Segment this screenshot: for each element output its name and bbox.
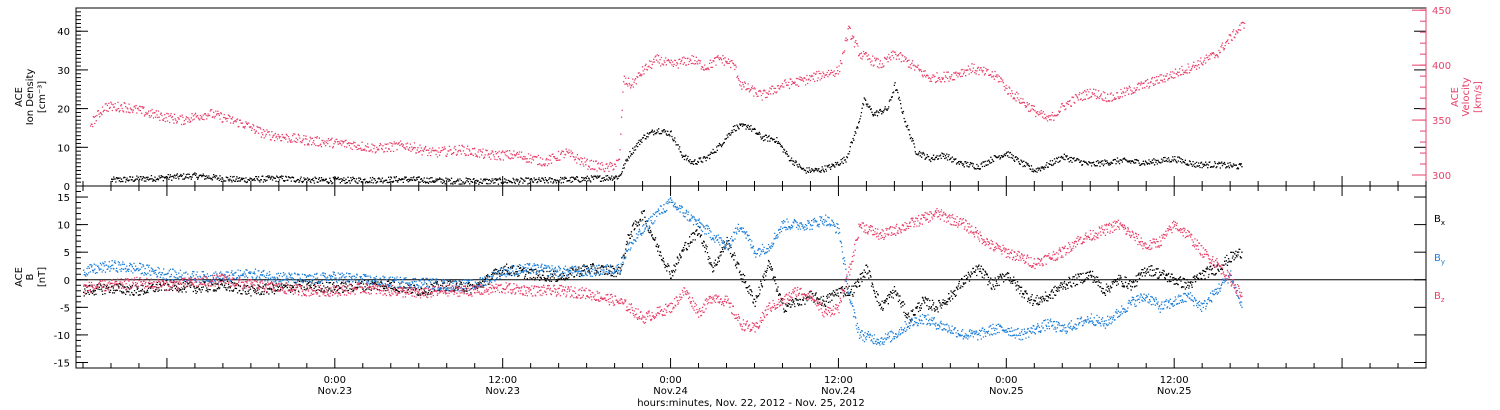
top-left-axis-tick-label: 0 [64,182,70,193]
bottom-panel-data [83,197,1243,346]
top-right-axis-tick-label: 350 [1432,116,1451,127]
top-right-axis-tick-label: 300 [1432,171,1451,182]
top-right-axis-label-line1: ACE [1450,87,1461,107]
top-left-axis-label-line1: ACE [14,87,25,107]
bottom-left-axis-label-line3: [nT] [37,267,48,287]
x-tick-time: 12:00 [824,375,853,386]
top-panel-density-velocity: 0 10 20 30 40 300 350 400 450 ACE Ion Density [… [14,6,1484,193]
bottom-panel-frame [75,185,1427,369]
bz-series [83,208,1243,333]
bottom-left-axis-label-line1: ACE [14,267,25,287]
bottom-left-axis-tick-label: 15 [57,193,70,204]
top-left-axis-tick-label: 40 [57,27,70,38]
x-tick-time: 0:00 [324,375,346,386]
x-axis-label: hours:minutes, Nov. 22, 2012 - Nov. 25, … [637,398,865,409]
legend: Bx By Bz [1434,214,1445,304]
top-right-axis: 300 350 400 450 [1412,6,1451,187]
legend-by-subscript: y [1441,258,1445,266]
velocity-series [90,21,1246,173]
top-panel-frame [75,7,1427,187]
x-tick-day: Nov.24 [821,386,856,397]
top-left-axis-label-line3: [cm⁻³] [37,81,48,113]
by-series [83,197,1243,346]
x-tick-time: 12:00 [1160,375,1189,386]
legend-bz-subscript: z [1441,296,1445,304]
top-left-axis-tick-label: 20 [57,105,70,116]
bottom-left-axis-label-line2: B [25,273,36,280]
x-tick-time: 0:00 [995,375,1017,386]
legend-bz: Bz [1434,291,1445,304]
top-right-axis-tick-label: 400 [1432,61,1451,72]
legend-bx-name: B [1434,214,1441,225]
legend-by-name: B [1434,253,1441,264]
legend-by: By [1434,253,1445,266]
legend-bx: Bx [1434,214,1445,227]
bottom-left-axis-tick-label: 0 [64,276,70,287]
top-left-axis-label-line2: Ion Density [25,69,36,126]
bottom-left-axis-tick-label: 10 [57,221,70,232]
top-left-axis: 0 10 20 30 40 [57,7,1426,193]
top-left-axis-tick-label: 10 [57,143,70,154]
x-axis: 0:00Nov.2312:00Nov.230:00Nov.2412:00Nov.… [82,176,1427,397]
x-tick-day: Nov.25 [989,386,1024,397]
top-left-axis-tick-label: 30 [57,66,70,77]
bottom-left-axis-tick-label: -15 [54,358,70,369]
bx-series [83,210,1243,324]
legend-bz-name: B [1434,291,1441,302]
legend-bx-subscript: x [1441,219,1445,227]
x-tick-day: Nov.25 [1157,386,1192,397]
top-right-axis-label-line3: [km/s] [1473,81,1484,113]
top-right-axis-label-line2: Velocity [1461,77,1472,116]
x-tick-day: Nov.23 [485,386,520,397]
x-tick-day: Nov.24 [653,386,688,397]
bottom-panel-magnetic-field: -15 -10 -5 0 5 10 15 ACE B [nT] Bx By Bz [14,185,1445,369]
bottom-left-axis-tick-label: -10 [54,331,70,342]
top-right-axis-tick-label: 450 [1432,6,1451,17]
x-tick-day: Nov.23 [317,386,352,397]
bottom-left-axis-tick-label: 5 [64,248,70,259]
x-tick-time: 0:00 [659,375,681,386]
top-panel-data [90,21,1246,185]
x-tick-time: 12:00 [488,375,517,386]
bottom-left-axis-tick-label: -5 [60,303,70,314]
